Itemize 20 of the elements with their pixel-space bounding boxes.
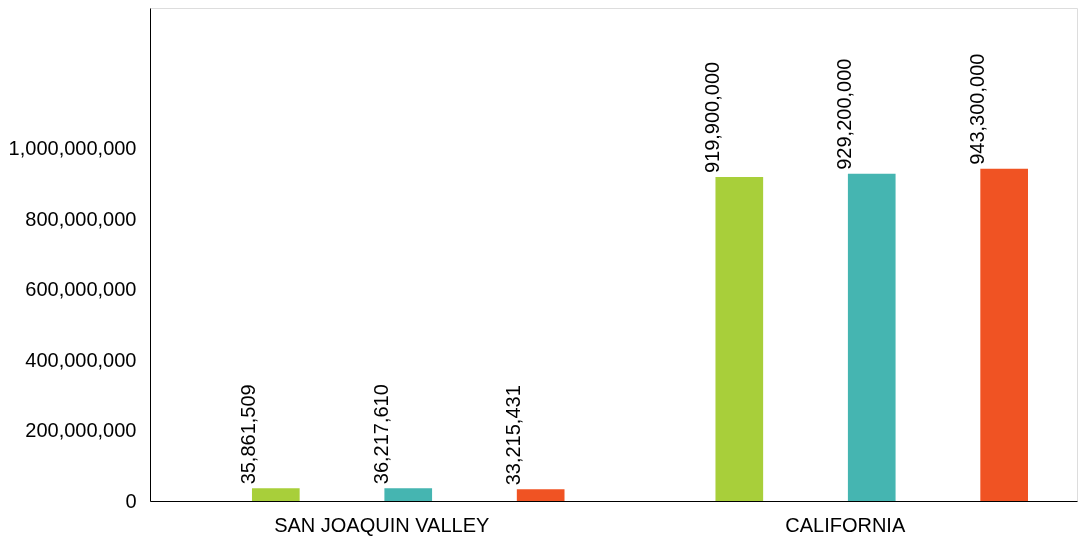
x-tick-label: CALIFORNIA xyxy=(785,513,906,536)
y-tick-label: 1,000,000,000 xyxy=(8,137,137,160)
data-label: 929,200,000 xyxy=(833,58,856,170)
bar xyxy=(847,173,896,501)
y-tick-label: 0 xyxy=(125,489,137,512)
bar xyxy=(516,489,565,501)
bar xyxy=(251,488,300,501)
data-label: 35,861,509 xyxy=(237,384,260,485)
x-tick-label: SAN JOAQUIN VALLEY xyxy=(274,513,490,536)
y-tick-label: 800,000,000 xyxy=(25,207,137,230)
data-label: 33,215,431 xyxy=(502,385,525,486)
data-label: 943,300,000 xyxy=(965,53,988,165)
bar xyxy=(980,168,1028,501)
y-tick-label: 400,000,000 xyxy=(25,348,137,371)
data-label: 919,900,000 xyxy=(700,61,723,174)
data-label: 36,217,610 xyxy=(369,384,392,485)
y-tick-label: 600,000,000 xyxy=(25,278,137,301)
y-tick-label: 200,000,000 xyxy=(25,419,137,442)
bar xyxy=(715,177,764,501)
bar xyxy=(384,488,433,501)
